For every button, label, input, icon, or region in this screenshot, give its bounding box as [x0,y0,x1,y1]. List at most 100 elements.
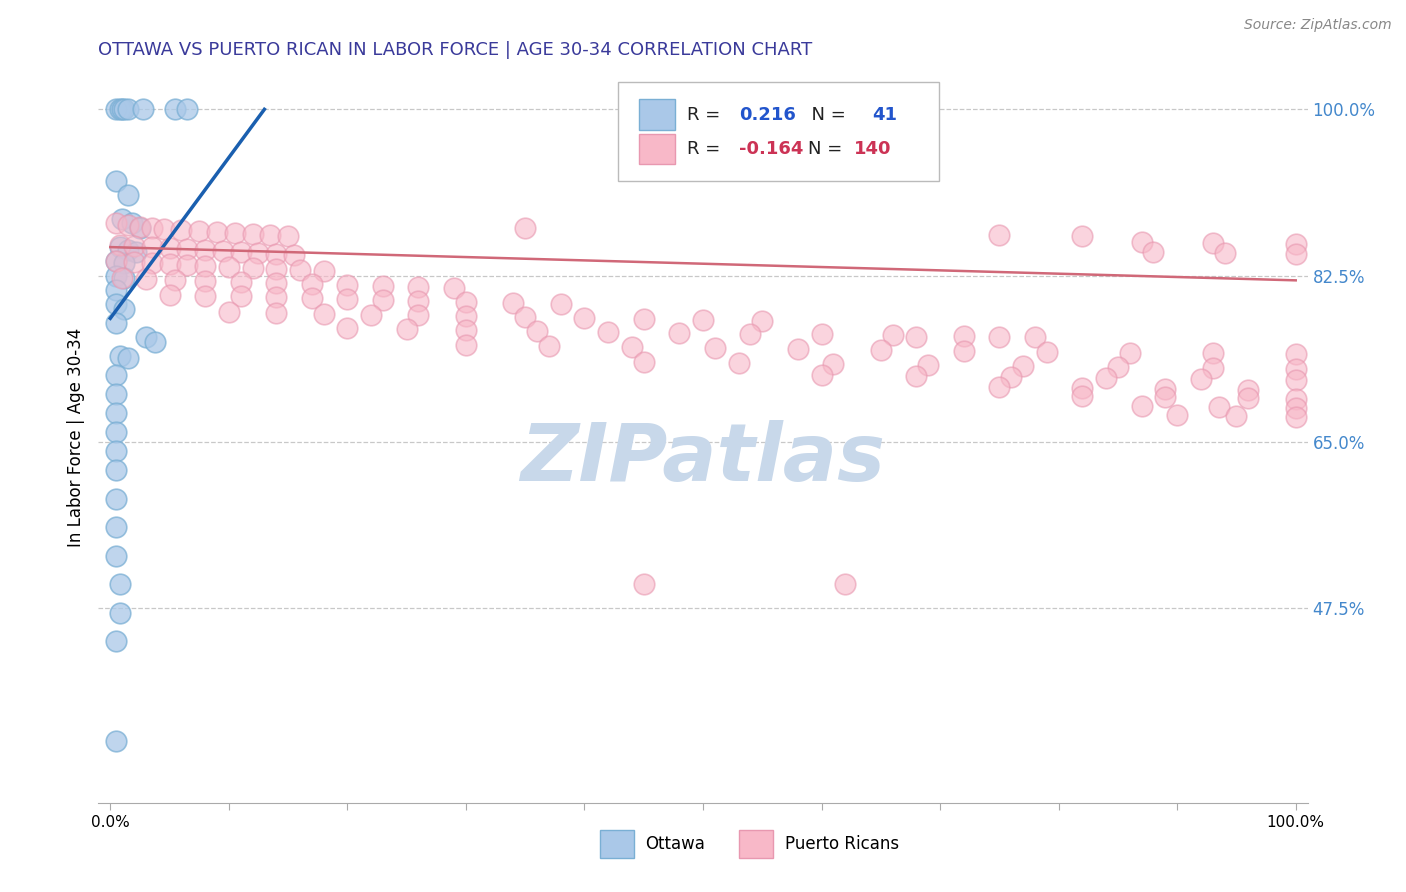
Point [108,349,131,363]
Point [515,310,537,325]
Y-axis label: In Labor Force | Age 30-34: In Labor Force | Age 30-34 [66,327,84,547]
Text: Ottawa: Ottawa [645,835,704,853]
Point [165,273,187,287]
Point [526,324,548,338]
Point [176,103,198,117]
Point [1225,409,1247,424]
Point [810,368,832,383]
Point [105,254,128,268]
Point [917,358,939,372]
Point [952,343,974,358]
Point [135,272,157,286]
Point [229,275,252,289]
Point [740,326,762,341]
Point [247,245,270,260]
Point [988,380,1011,394]
Text: R =: R = [688,105,727,123]
Point [988,227,1011,242]
Point [1142,244,1164,259]
Point [277,228,299,243]
Text: 0.216: 0.216 [740,105,796,123]
Point [598,325,620,339]
Point [105,368,128,383]
Text: Source: ZipAtlas.com: Source: ZipAtlas.com [1244,18,1392,32]
Point [114,256,136,270]
Point [122,239,145,253]
Point [1202,346,1225,360]
Point [1285,392,1308,406]
Point [132,103,155,117]
Point [905,330,928,344]
Point [105,268,128,283]
Point [1071,389,1094,403]
Point [165,103,187,117]
Point [224,226,246,240]
Point [105,520,128,534]
Point [194,288,217,302]
Point [408,280,430,294]
Point [117,351,139,366]
Point [692,313,714,327]
Point [242,227,264,241]
Point [371,293,394,308]
Point [574,311,596,326]
Point [143,335,166,350]
Point [105,254,128,268]
Point [395,322,418,336]
Point [810,327,832,342]
Point [515,221,537,235]
Point [1285,373,1308,387]
Point [336,321,359,335]
Point [454,295,477,310]
Point [1208,400,1230,414]
Point [152,222,174,236]
Point [105,173,128,187]
Point [454,310,477,324]
Point [159,241,181,255]
Point [620,340,643,354]
Point [129,221,152,235]
Point [823,357,845,371]
Bar [600,830,634,858]
Point [188,224,211,238]
Point [312,307,335,321]
Point [108,103,131,117]
Point [1166,409,1188,423]
Point [105,316,128,330]
Point [111,271,134,285]
Point [1285,246,1308,260]
Point [105,444,128,458]
Point [108,606,131,620]
Point [1285,410,1308,425]
Point [229,289,252,303]
Point [105,387,128,401]
Point [550,297,572,311]
Point [212,244,235,258]
Point [111,211,134,226]
Point [288,263,311,277]
Point [264,305,287,319]
Point [1130,235,1153,250]
Point [952,329,974,343]
Point [176,242,198,256]
Text: Puerto Ricans: Puerto Ricans [785,835,900,853]
Point [218,304,240,318]
Bar [638,134,675,164]
Point [633,312,655,326]
Point [159,287,181,301]
Point [537,339,560,353]
Point [869,343,891,357]
Bar [740,830,773,858]
Point [121,216,143,230]
Point [105,216,128,230]
Point [1202,360,1225,375]
Point [1189,372,1212,386]
Point [834,577,856,591]
Point [1285,237,1308,252]
Point [454,338,477,352]
Point [408,294,430,309]
Point [105,283,128,297]
Point [105,734,128,748]
Point [988,330,1011,344]
Point [194,259,217,273]
